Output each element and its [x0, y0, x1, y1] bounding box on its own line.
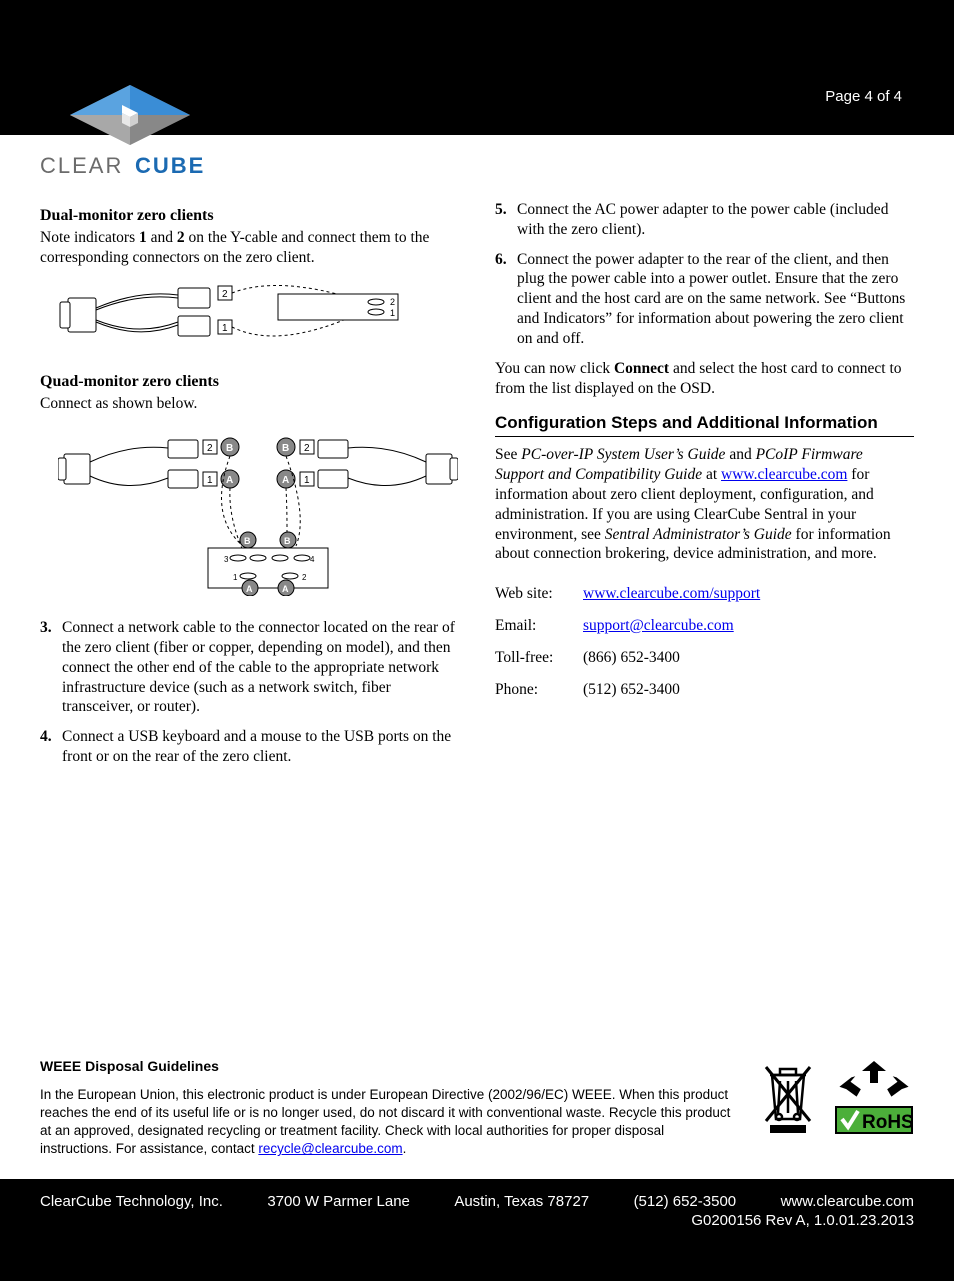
svg-text:B: B [244, 536, 251, 546]
row-email: Email: support@clearcube.com [495, 610, 760, 642]
svg-text:B: B [284, 536, 291, 546]
weee-section: WEEE Disposal Guidelines In the European… [0, 1057, 954, 1179]
footer: ClearCube Technology, Inc. 3700 W Parmer… [0, 1179, 954, 1241]
logo: CLEAR CUBE [40, 85, 260, 190]
svg-text:2: 2 [390, 297, 395, 307]
footer-row1: ClearCube Technology, Inc. 3700 W Parmer… [40, 1193, 914, 1210]
quad-title: Quad-monitor zero clients [40, 372, 459, 392]
svg-text:2: 2 [302, 573, 307, 582]
svg-text:1: 1 [222, 323, 228, 334]
ital: Sentral Administrator’s Guide [605, 526, 792, 543]
logo-svg: CLEAR CUBE [40, 85, 260, 185]
clearcube-link[interactable]: www.clearcube.com [721, 466, 847, 483]
config-para: See PC-over-IP System User’s Guide and P… [495, 445, 914, 564]
step-text: Connect a USB keyboard and a mouse to th… [62, 727, 459, 767]
step-text: Connect the AC power adapter to the powe… [517, 200, 914, 240]
connect-bold: Connect [614, 360, 669, 377]
header: CLEAR CUBE [0, 85, 954, 200]
weee-body: In the European Union, this electronic p… [40, 1086, 736, 1159]
steps-left: 3. Connect a network cable to the connec… [40, 618, 459, 767]
bold-1: 1 [139, 229, 147, 246]
weee-icons: RoHS [760, 1057, 914, 1135]
label: Email: [495, 610, 583, 642]
text: . [403, 1141, 407, 1156]
bold-2: 2 [177, 229, 185, 246]
svg-text:3: 3 [224, 555, 229, 564]
recycle-link[interactable]: recycle@clearcube.com [258, 1141, 402, 1156]
step-6: 6. Connect the power adapter to the rear… [495, 250, 914, 349]
svg-text:1: 1 [233, 573, 238, 582]
label: Web site: [495, 578, 583, 610]
top-margin [0, 0, 954, 85]
steps-right: 5. Connect the AC power adapter to the p… [495, 200, 914, 349]
step-num: 6. [495, 250, 517, 349]
svg-text:CLEAR: CLEAR [40, 153, 123, 178]
footer-addr2: Austin, Texas 78727 [454, 1193, 589, 1210]
quad-intro: Connect as shown below. [40, 394, 459, 414]
svg-text:A: A [226, 475, 233, 486]
svg-text:A: A [282, 584, 289, 594]
svg-text:A: A [282, 475, 289, 486]
weee-bin-icon [760, 1057, 816, 1135]
step-text: Connect the power adapter to the rear of… [517, 250, 914, 349]
text: at [702, 466, 721, 483]
row-tollfree: Toll-free: (866) 652-3400 [495, 642, 760, 674]
dual-title: Dual-monitor zero clients [40, 206, 459, 226]
quad-diagram: 2 1 B A 2 1 [58, 426, 459, 602]
text: See [495, 446, 521, 463]
svg-text:B: B [282, 443, 289, 454]
left-column: Dual-monitor zero clients Note indicator… [40, 200, 459, 777]
step-3: 3. Connect a network cable to the connec… [40, 618, 459, 717]
svg-text:A: A [246, 584, 253, 594]
text: Note indicators [40, 229, 139, 246]
page-number: Page 4 of 4 [825, 88, 902, 105]
text: and [147, 229, 177, 246]
ital: PC-over-IP System User’s Guide [521, 446, 725, 463]
step-text: Connect a network cable to the connector… [62, 618, 459, 717]
footer-phone: (512) 652-3500 [634, 1193, 737, 1210]
text: and [725, 446, 755, 463]
footer-company: ClearCube Technology, Inc. [40, 1193, 223, 1210]
svg-text:2: 2 [304, 443, 310, 454]
rohs-icon: RoHS [834, 1057, 914, 1135]
config-title: Configuration Steps and Additional Infor… [495, 412, 914, 437]
step-num: 4. [40, 727, 62, 767]
value: (866) 652-3400 [583, 642, 760, 674]
svg-text:1: 1 [390, 308, 395, 318]
weee-text: WEEE Disposal Guidelines In the European… [40, 1057, 736, 1159]
rohs-label: RoHS [862, 1112, 914, 1133]
right-column: 5. Connect the AC power adapter to the p… [495, 200, 914, 777]
closing-para: You can now click Connect and select the… [495, 359, 914, 399]
step-5: 5. Connect the AC power adapter to the p… [495, 200, 914, 240]
svg-text:2: 2 [207, 443, 213, 454]
svg-text:B: B [226, 443, 233, 454]
step-num: 3. [40, 618, 62, 717]
dual-intro: Note indicators 1 and 2 on the Y-cable a… [40, 228, 459, 268]
page: Page 4 of 4 CLEAR CUBE Dual-monitor zero… [0, 0, 954, 1281]
footer-site: www.clearcube.com [781, 1193, 914, 1210]
dual-diagram: 2 1 2 1 [58, 280, 459, 356]
content: Dual-monitor zero clients Note indicator… [0, 200, 954, 797]
svg-text:CUBE: CUBE [135, 153, 205, 178]
label: Phone: [495, 674, 583, 706]
step-4: 4. Connect a USB keyboard and a mouse to… [40, 727, 459, 767]
svg-text:4: 4 [310, 555, 315, 564]
label: Toll-free: [495, 642, 583, 674]
svg-text:2: 2 [222, 289, 228, 300]
svg-text:1: 1 [207, 475, 213, 486]
email-link[interactable]: support@clearcube.com [583, 617, 734, 634]
bottom-margin [0, 1241, 954, 1281]
step-num: 5. [495, 200, 517, 240]
row-phone: Phone: (512) 652-3400 [495, 674, 760, 706]
website-link[interactable]: www.clearcube.com/support [583, 585, 760, 602]
value: (512) 652-3400 [583, 674, 760, 706]
svg-text:1: 1 [304, 475, 310, 486]
contact-table: Web site: www.clearcube.com/support Emai… [495, 578, 760, 705]
text: You can now click [495, 360, 614, 377]
row-website: Web site: www.clearcube.com/support [495, 578, 760, 610]
weee-title: WEEE Disposal Guidelines [40, 1057, 736, 1076]
footer-rev: G0200156 Rev A, 1.0.01.23.2013 [40, 1212, 914, 1229]
footer-addr1: 3700 W Parmer Lane [267, 1193, 410, 1210]
